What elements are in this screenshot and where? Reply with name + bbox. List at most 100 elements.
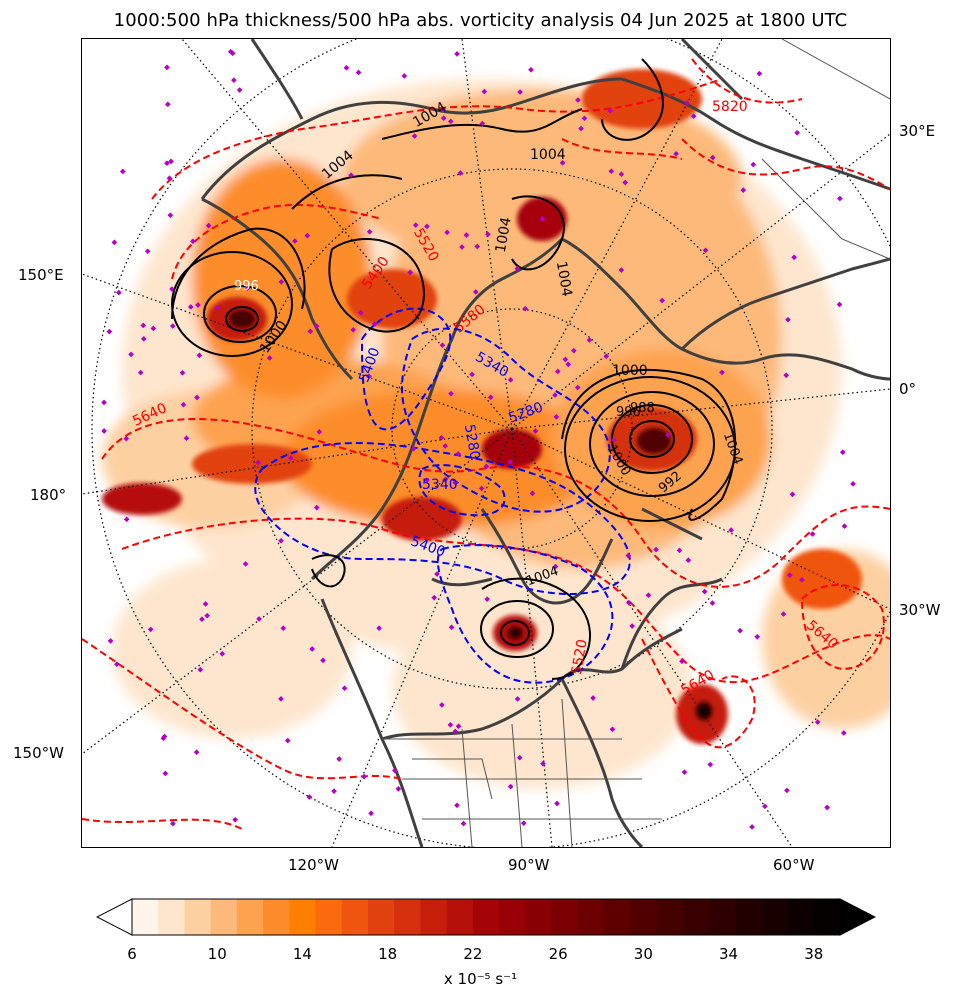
station-marker	[309, 646, 316, 652]
station-marker	[447, 118, 454, 125]
station-marker	[481, 88, 488, 95]
station-marker	[485, 231, 491, 238]
station-marker	[603, 353, 610, 360]
station-marker	[141, 336, 147, 342]
station-marker	[841, 523, 848, 530]
colorbar-tick-label: 26	[548, 945, 568, 963]
station-marker	[115, 289, 122, 296]
station-marker	[401, 73, 408, 79]
lon-label-60w: 60°W	[773, 856, 815, 874]
colorbar-tick-label: 38	[804, 945, 824, 963]
station-marker	[539, 216, 546, 222]
station-marker	[454, 802, 460, 809]
station-marker	[841, 730, 847, 736]
contour-label-black: 1000	[612, 363, 648, 379]
colorbar-segment	[551, 899, 579, 935]
station-marker	[439, 342, 446, 349]
colorbar-segment	[158, 899, 186, 935]
station-marker	[167, 212, 174, 219]
station-marker	[307, 328, 314, 335]
station-marker	[160, 735, 167, 742]
station-marker	[824, 804, 830, 811]
station-marker	[463, 232, 470, 238]
station-marker	[128, 351, 134, 358]
station-marker	[484, 596, 491, 602]
station-marker	[749, 824, 755, 830]
station-marker	[625, 552, 632, 559]
station-marker	[754, 633, 761, 640]
colorbar-tick-label: 6	[127, 945, 137, 963]
station-marker	[331, 788, 337, 794]
lon-label-30e: 30°E	[899, 122, 936, 140]
coastlines	[200, 39, 890, 847]
station-marker	[452, 728, 459, 735]
station-marker	[455, 723, 462, 730]
colorbar-segment	[761, 899, 789, 935]
station-marker	[376, 625, 382, 631]
station-marker	[232, 816, 239, 823]
station-marker	[107, 638, 114, 644]
station-marker	[507, 376, 514, 383]
map-canvas	[82, 39, 890, 847]
colorbar-tick-label: 14	[292, 945, 312, 963]
station-marker	[242, 561, 249, 567]
colorbar-segment	[787, 899, 815, 935]
station-marker	[684, 100, 690, 106]
station-marker	[565, 361, 572, 368]
colorbar-segment	[499, 899, 526, 935]
station-marker	[737, 627, 743, 634]
colorbar-tick-label: 22	[463, 945, 483, 963]
station-marker	[395, 786, 402, 792]
station-marker	[199, 616, 205, 623]
station-marker	[532, 428, 539, 434]
station-marker	[284, 737, 291, 744]
station-marker	[625, 599, 632, 606]
station-marker	[528, 66, 534, 73]
station-marker	[187, 304, 194, 310]
station-marker	[442, 443, 449, 449]
station-marker	[762, 803, 768, 810]
lon-label-0: 0°	[899, 380, 917, 398]
station-marker	[474, 243, 481, 250]
station-marker	[205, 222, 212, 229]
station-marker	[111, 239, 118, 246]
thickness-contours-cold	[254, 307, 631, 684]
station-marker	[850, 481, 856, 487]
lon-label-150w: 150°W	[13, 744, 64, 762]
station-marker	[256, 616, 262, 622]
station-marker	[540, 760, 546, 767]
station-marker	[645, 592, 652, 599]
station-marker	[679, 658, 685, 665]
colorbar-segment	[394, 899, 422, 935]
station-marker	[789, 491, 796, 498]
station-marker	[559, 159, 566, 166]
colorbar-segment	[210, 899, 238, 935]
station-marker	[701, 588, 708, 595]
station-marker	[114, 661, 120, 668]
station-marker	[288, 455, 294, 461]
contour-label-black: 1004	[530, 147, 566, 163]
station-marker	[304, 232, 311, 239]
station-marker	[520, 820, 527, 826]
colorbar-segment	[263, 899, 290, 935]
station-marker	[555, 368, 561, 375]
station-marker	[336, 756, 343, 762]
station-marker	[839, 449, 846, 456]
colorbar-frame	[131, 898, 841, 936]
map-panel: 5820 5640 5640 5640 5400 5580 5520 5520 …	[81, 38, 891, 848]
station-marker	[204, 612, 211, 619]
station-marker	[439, 702, 445, 708]
colorbar-segment	[420, 899, 448, 935]
station-marker	[244, 285, 251, 291]
station-marker	[147, 626, 154, 633]
station-marker	[320, 657, 326, 664]
colorbar-tick-label: 10	[207, 945, 227, 963]
station-marker	[756, 70, 763, 77]
station-marker	[341, 685, 348, 692]
station-marker	[168, 158, 174, 165]
station-marker	[609, 726, 616, 733]
colorbar-tick-label: 30	[633, 945, 653, 963]
station-marker	[507, 783, 514, 790]
station-marker	[578, 125, 584, 132]
station-marker	[791, 254, 797, 261]
